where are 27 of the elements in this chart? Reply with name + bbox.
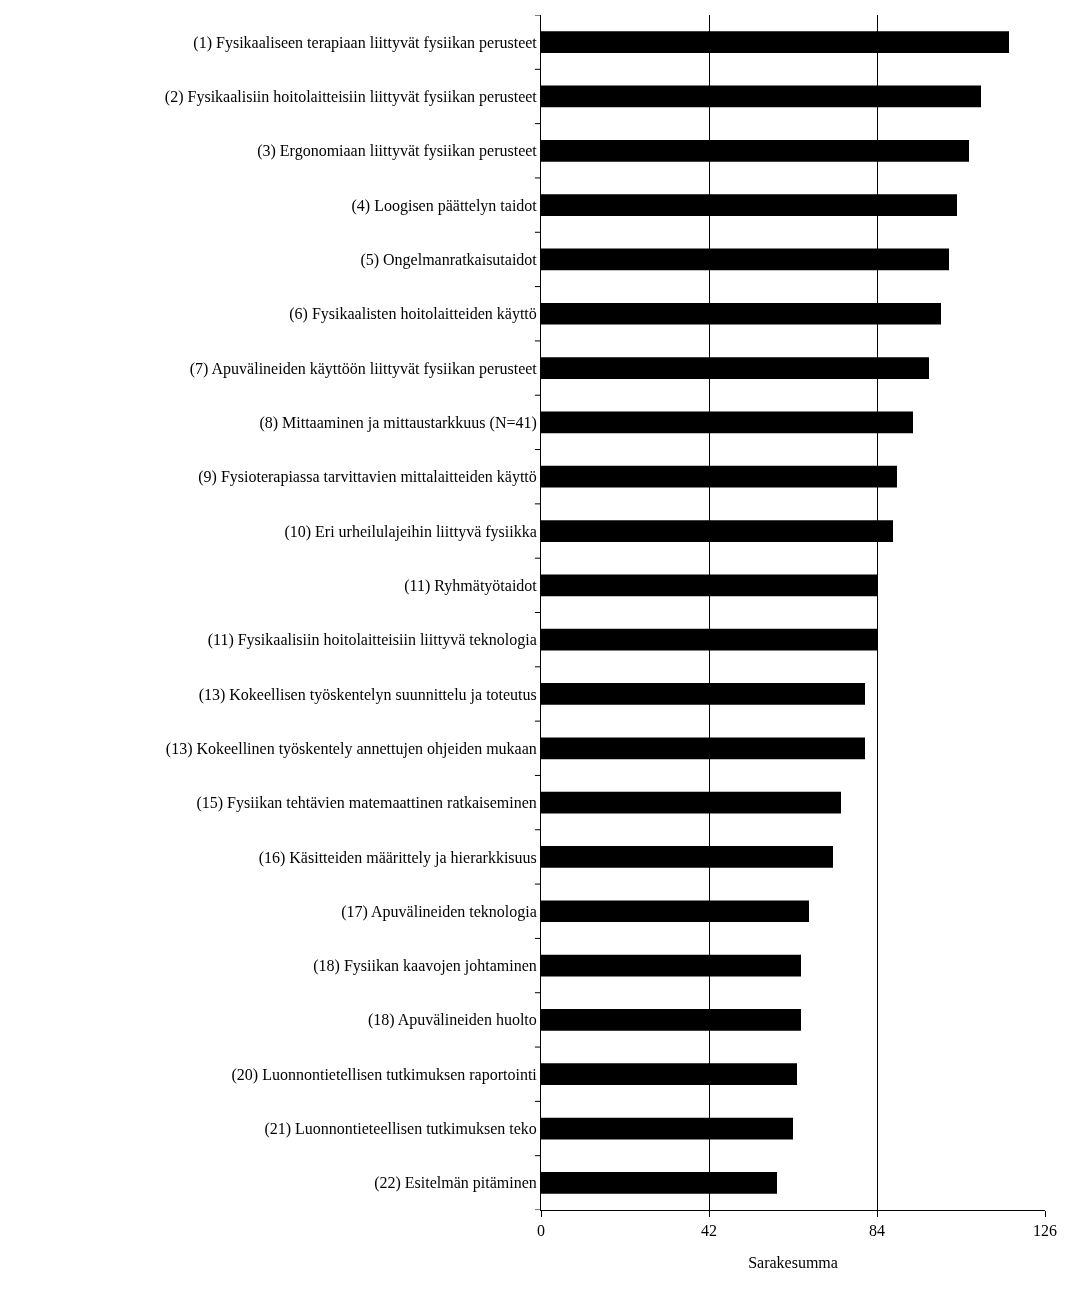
y-tick-label: (4) Loogisen päättelyn taidot xyxy=(351,196,538,215)
y-tick-label: (9) Fysioterapiassa tarvittavien mittalaitteiden käyttö xyxy=(198,468,537,487)
x-tick-label: 42 xyxy=(701,1222,717,1240)
x-tick-label: 126 xyxy=(1033,1222,1057,1240)
y-tick-label: (22) Esitelmän pitäminen xyxy=(374,1174,537,1193)
x-tick-label: 84 xyxy=(869,1222,885,1240)
y-tick-label: (5) Ongelmanratkaisutaidot xyxy=(360,251,538,270)
x-axis-title: Sarakesumma xyxy=(748,1253,838,1271)
y-tick-label: (10) Eri urheilulajeihin liittyvä fysiikka xyxy=(284,522,537,541)
y-tick-label: (11) Ryhmätyötaidot xyxy=(404,576,538,595)
y-tick-label: (17) Apuvälineiden teknologia xyxy=(341,902,537,921)
y-tick-label: (6) Fysikaalisten hoitolaitteiden käyttö xyxy=(289,305,537,324)
x-tick-label: 0 xyxy=(537,1222,545,1240)
y-tick-label: (15) Fysiikan tehtävien matemaattinen ratkaiseminen xyxy=(196,794,537,813)
y-tick-label: (11) Fysikaalisiin hoitolaitteisiin liittyvä teknologia xyxy=(207,631,537,650)
y-tick-label: (20) Luonnontietellisen tutkimuksen raportointi xyxy=(231,1065,538,1084)
y-tick-label: (16) Käsitteiden määrittely ja hierarkkisuus xyxy=(258,848,537,867)
y-tick-label: (18) Fysiikan kaavojen johtaminen xyxy=(313,957,537,976)
y-tick-label: (13) Kokeellisen työskentelyn suunnittelu ja toteutus xyxy=(198,685,537,704)
y-tick-label: (13) Kokeellinen työskentely annettujen ohjeiden mukaan xyxy=(165,739,537,758)
y-tick-label: (8) Mittaaminen ja mittaustarkkuus (N=41) xyxy=(259,413,537,432)
y-tick-label: (2) Fysikaalisiin hoitolaitteisiin liittyvät fysiikan perusteet xyxy=(164,88,538,107)
y-tick-label: (1) Fysikaaliseen terapiaan liittyvät fysiikan perusteet xyxy=(193,33,538,52)
y-tick-label: (3) Ergonomiaan liittyvät fysiikan perusteet xyxy=(257,142,538,161)
y-tick-label: (7) Apuvälineiden käyttöön liittyvät fysiikan perusteet xyxy=(189,359,538,378)
y-tick-label: (18) Apuvälineiden huolto xyxy=(367,1011,537,1030)
y-tick-label: (21) Luonnontieteellisen tutkimuksen teko xyxy=(264,1120,537,1139)
